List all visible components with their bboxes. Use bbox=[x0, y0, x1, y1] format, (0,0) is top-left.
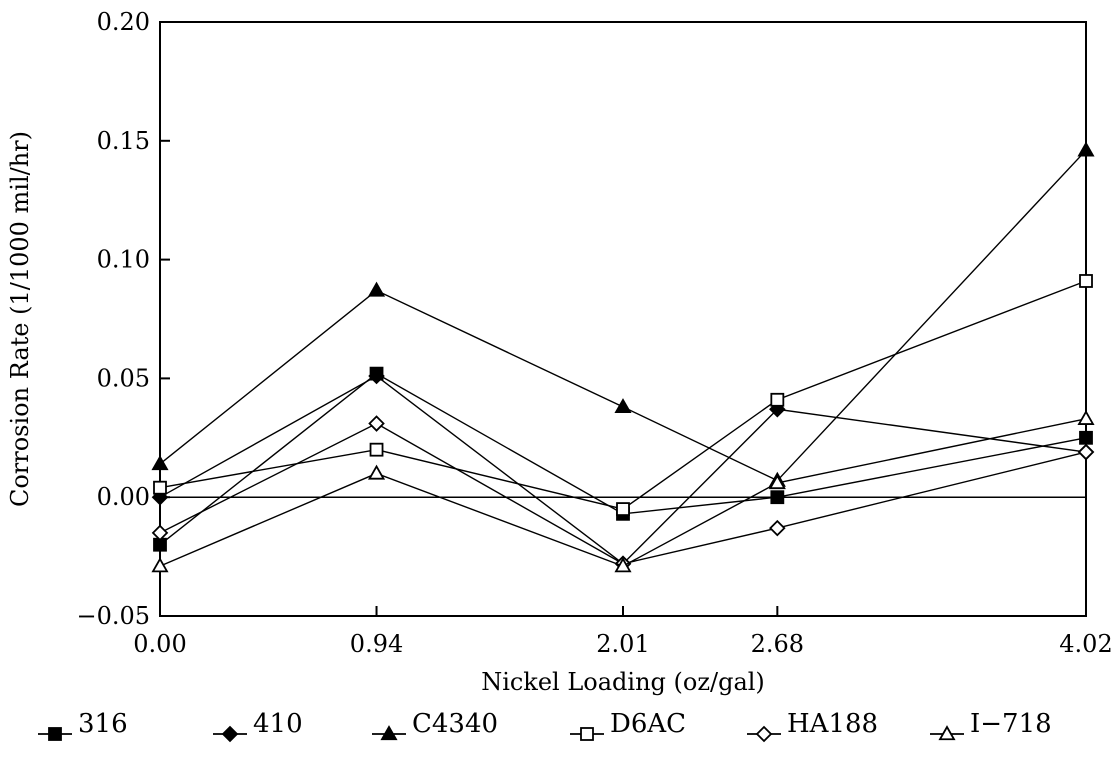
data-point bbox=[770, 392, 785, 407]
legend-label: 410 bbox=[253, 709, 303, 739]
y-axis-label: Corrosion Rate (1/1000 mil/hr) bbox=[6, 131, 34, 507]
data-point bbox=[368, 367, 385, 385]
data-point bbox=[768, 474, 786, 490]
series-line bbox=[159, 149, 1087, 482]
y-tick-label: 0.10 bbox=[97, 246, 150, 274]
data-point bbox=[1079, 430, 1093, 445]
x-tick-label: 0.00 bbox=[133, 630, 186, 658]
legend-label: 316 bbox=[78, 709, 128, 739]
data-point bbox=[368, 415, 385, 432]
legend-label: C4340 bbox=[412, 709, 498, 739]
legend-item: I−718 bbox=[930, 709, 1052, 741]
data-point bbox=[614, 557, 632, 573]
legend-item: 410 bbox=[213, 709, 303, 743]
y-tick-label: 0.15 bbox=[97, 127, 150, 155]
legend-label: D6AC bbox=[610, 709, 686, 739]
plot-frame bbox=[159, 21, 1087, 617]
legend-marker bbox=[755, 725, 773, 743]
data-point bbox=[616, 502, 630, 516]
legend-marker bbox=[48, 727, 62, 741]
x-tick-label: 2.01 bbox=[596, 630, 649, 658]
data-point bbox=[1077, 141, 1095, 157]
data-point bbox=[151, 455, 169, 471]
series-layer bbox=[151, 141, 1095, 573]
y-tick-label: −0.05 bbox=[76, 602, 150, 630]
data-point bbox=[151, 557, 169, 573]
series-line bbox=[159, 422, 1087, 565]
data-point bbox=[614, 398, 632, 414]
legend-marker bbox=[221, 725, 239, 743]
x-tick-label: 2.68 bbox=[751, 630, 804, 658]
legend-label: HA188 bbox=[787, 709, 878, 739]
legend-item: D6AC bbox=[570, 709, 686, 741]
data-point bbox=[367, 464, 386, 480]
series-line bbox=[159, 280, 1087, 510]
data-point bbox=[1079, 274, 1093, 288]
x-axis-ticks: 0.00 0.94 2.01 2.68 4.02 bbox=[133, 606, 1113, 658]
data-point bbox=[1077, 409, 1095, 425]
x-tick-label: 4.02 bbox=[1059, 630, 1112, 658]
x-tick-label: 0.94 bbox=[350, 630, 403, 658]
legend-marker bbox=[580, 727, 594, 741]
data-point bbox=[369, 442, 384, 457]
legend-marker bbox=[380, 725, 398, 741]
data-point bbox=[770, 490, 785, 505]
legend-marker bbox=[938, 725, 956, 741]
series-i718 bbox=[151, 409, 1095, 573]
series-line bbox=[159, 418, 1087, 567]
data-point bbox=[367, 281, 386, 297]
legend-item: HA188 bbox=[747, 709, 878, 743]
data-point bbox=[1077, 443, 1095, 461]
data-point bbox=[151, 524, 169, 542]
y-tick-label: 0.05 bbox=[97, 364, 150, 392]
series-c4340 bbox=[151, 141, 1095, 487]
data-point bbox=[153, 480, 167, 495]
y-tick-label: 0.00 bbox=[97, 483, 150, 511]
series-d6ac bbox=[153, 274, 1093, 516]
y-tick-label: 0.20 bbox=[97, 8, 150, 36]
y-axis-ticks: −0.05 0.00 0.05 0.10 0.15 0.20 bbox=[76, 8, 170, 630]
data-point bbox=[769, 519, 786, 537]
legend-item: C4340 bbox=[372, 709, 498, 741]
x-axis-label: Nickel Loading (oz/gal) bbox=[481, 668, 765, 696]
legend-label: I−718 bbox=[970, 709, 1052, 739]
legend: 316 410 C4340 D6AC HA188 I−718 bbox=[38, 709, 1052, 743]
series-316 bbox=[153, 366, 1093, 552]
legend-item: 316 bbox=[38, 709, 128, 741]
